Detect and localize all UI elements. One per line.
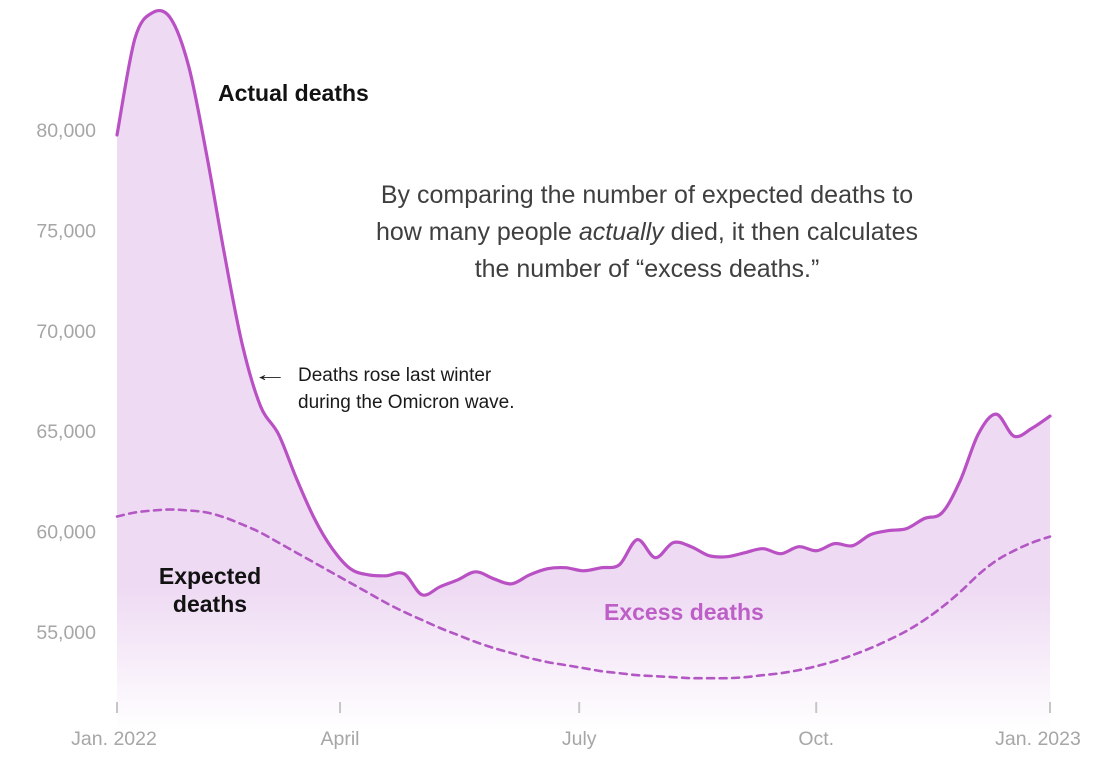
y-axis-label: 70,000 <box>36 321 96 343</box>
y-axis-label: 65,000 <box>36 421 96 443</box>
y-axis-label: 60,000 <box>36 522 96 544</box>
y-axis-label: 80,000 <box>36 120 96 142</box>
y-axis-label: 75,000 <box>36 220 96 242</box>
x-axis-label: Jan. 2022 <box>71 728 157 750</box>
actual-deaths-line <box>115 8 1052 597</box>
expected-deaths-line <box>115 508 1052 680</box>
x-axis-label: Jan. 2023 <box>995 728 1081 750</box>
x-axis-label: July <box>562 728 597 750</box>
y-axis-label: 55,000 <box>36 622 96 644</box>
x-axis-label: April <box>321 728 360 750</box>
excess-deaths-area <box>117 10 1050 733</box>
x-axis-label: Oct. <box>798 728 834 750</box>
